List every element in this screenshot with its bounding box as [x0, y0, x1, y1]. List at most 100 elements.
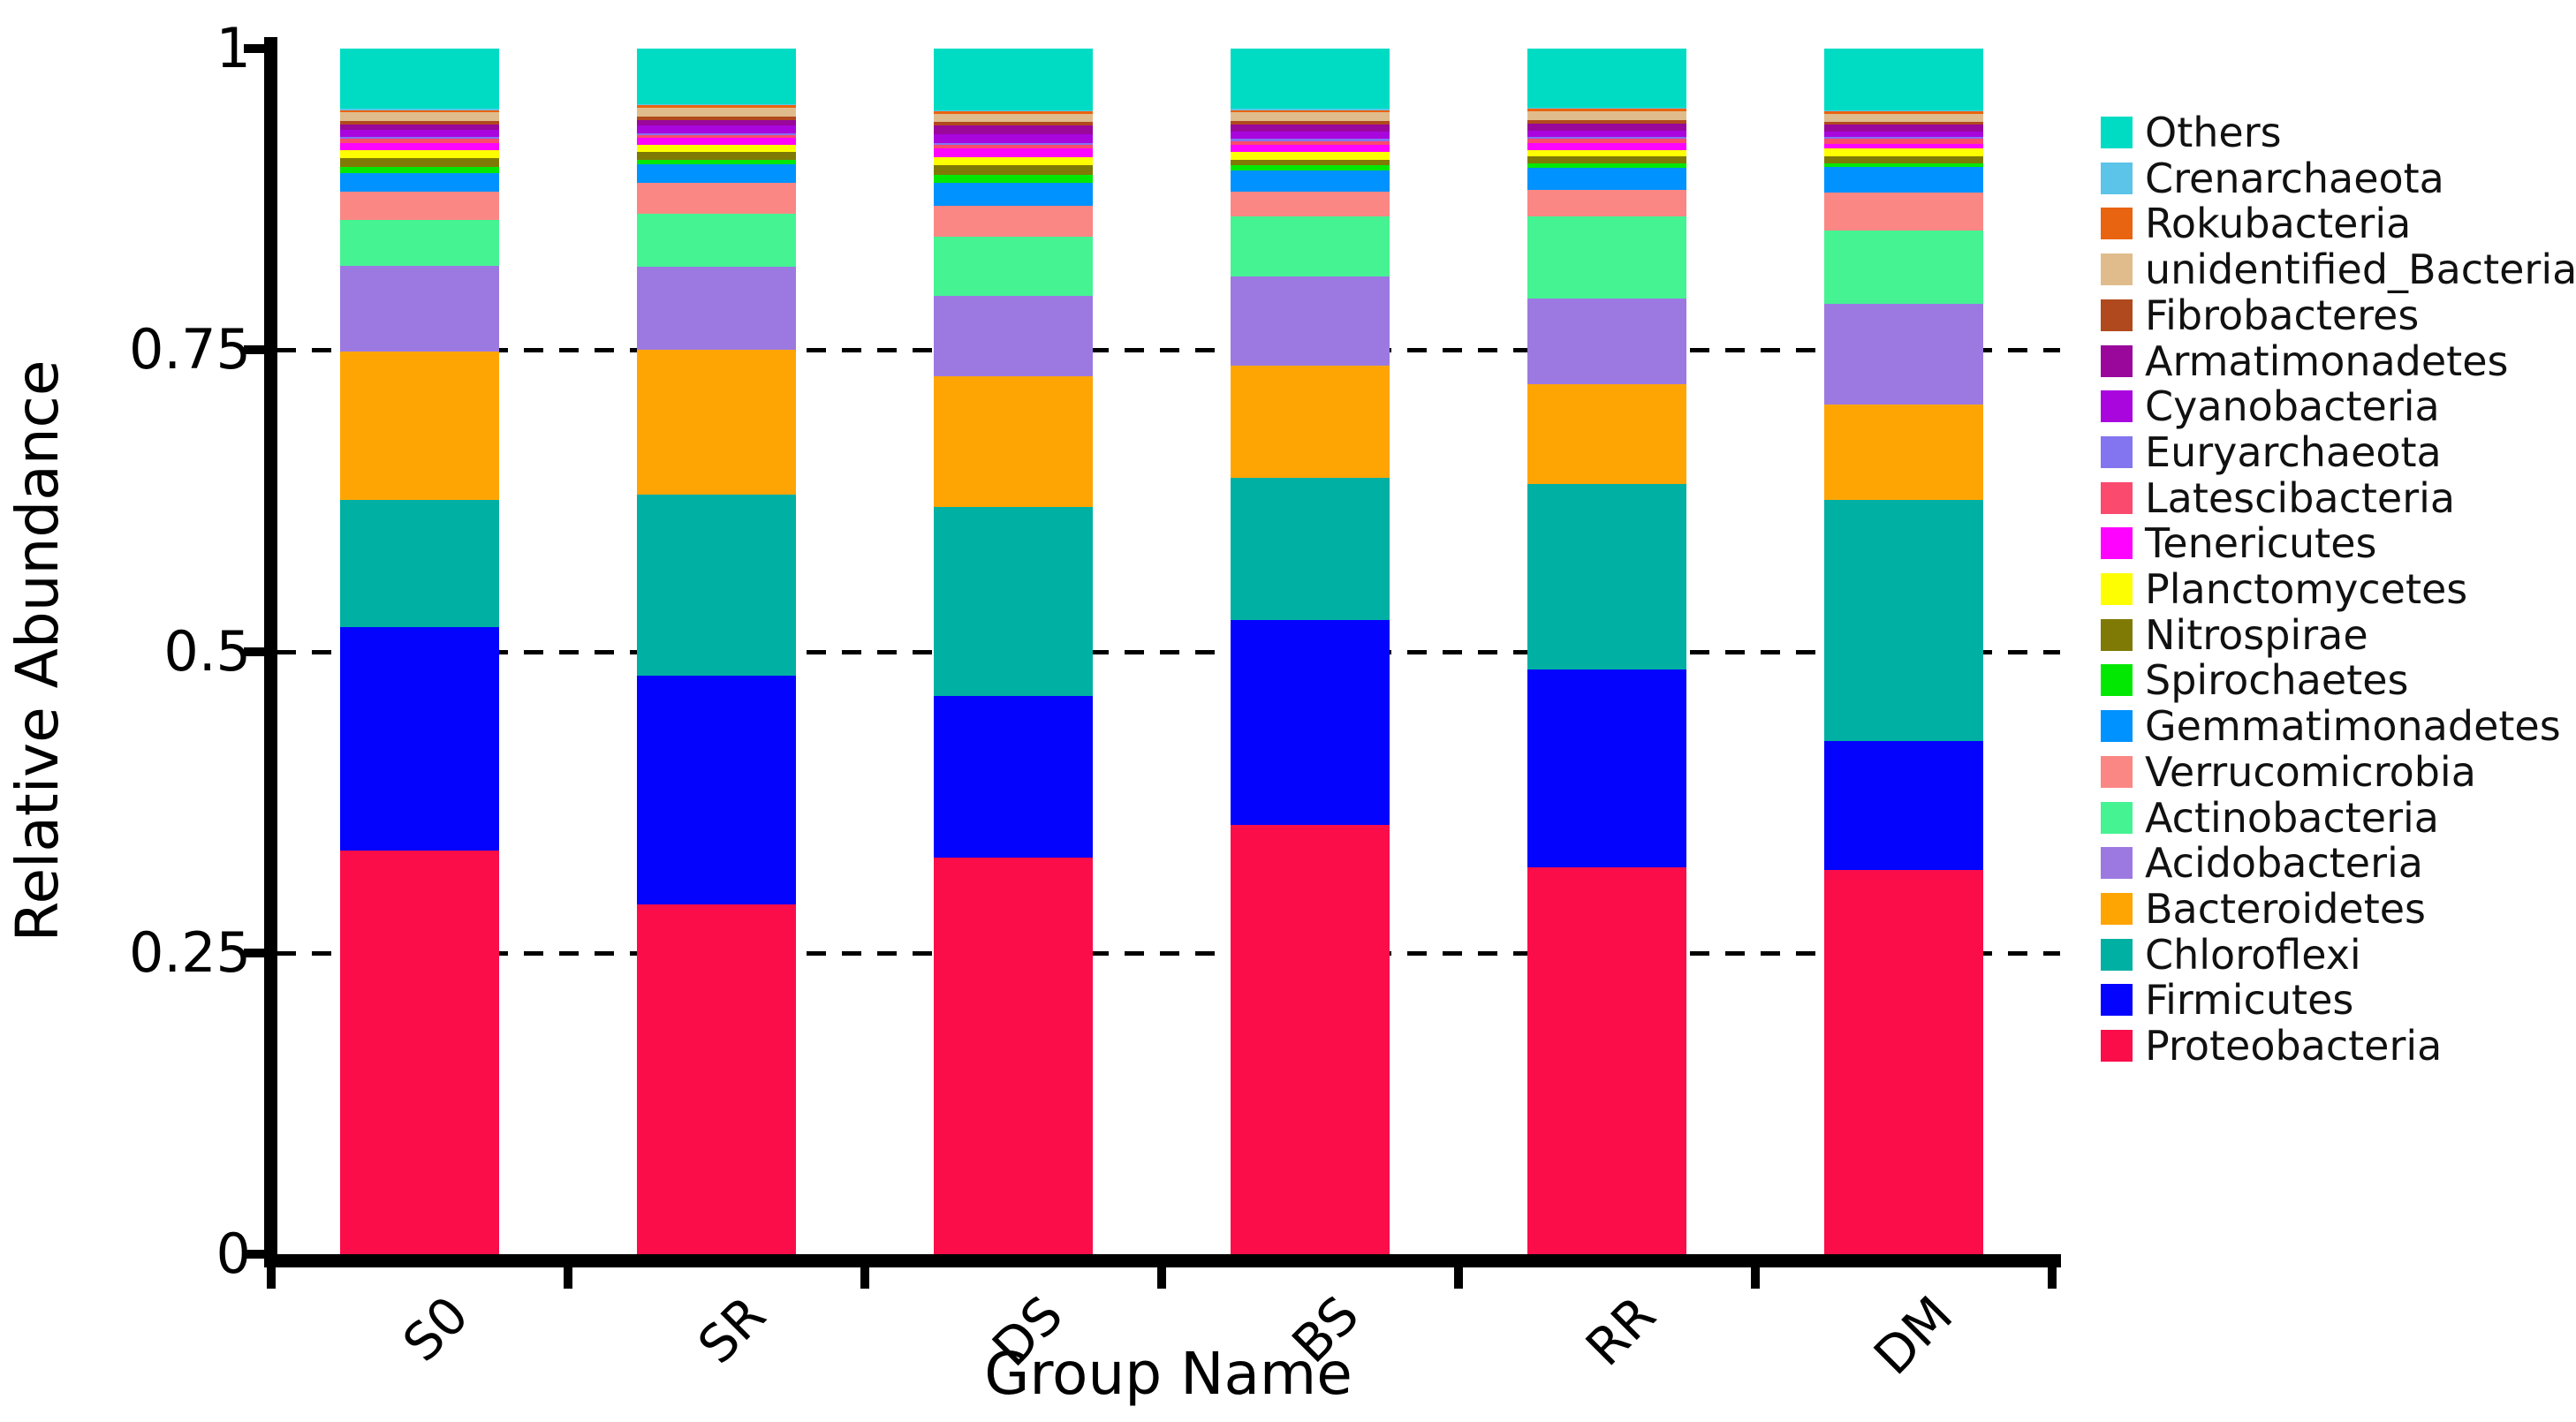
legend-label-Bacteroidetes: Bacteroidetes	[2145, 884, 2427, 933]
segment-Latescibacteria-SR	[637, 135, 796, 139]
segment-Rokubacteria-BS	[1231, 110, 1390, 113]
segment-Proteobacteria-S0	[340, 850, 499, 1254]
segment-Crenarchaeota-DS	[934, 110, 1093, 112]
segment-Proteobacteria-SR	[637, 904, 796, 1254]
segment-unidentified_Bacteria-S0	[340, 112, 499, 122]
segment-Crenarchaeota-S0	[340, 109, 499, 110]
segment-Firmicutes-RR	[1527, 669, 1686, 867]
segment-Latescibacteria-DS	[934, 145, 1093, 149]
segment-Others-BS	[1231, 49, 1390, 110]
segment-Verrucomicrobia-SR	[637, 182, 796, 215]
segment-Cyanobacteria-S0	[340, 129, 499, 137]
segment-Proteobacteria-DS	[934, 857, 1093, 1254]
segment-Gemmatimonadetes-DS	[934, 182, 1093, 206]
legend-item-Bacteroidetes: Bacteroidetes	[2101, 889, 2426, 929]
legend-swatch-Tenericutes	[2101, 527, 2133, 560]
segment-Latescibacteria-S0	[340, 139, 499, 143]
segment-Chloroflexi-SR	[637, 495, 796, 676]
segment-Firmicutes-BS	[1231, 620, 1390, 826]
legend-item-Rokubacteria: Rokubacteria	[2101, 203, 2411, 244]
segment-Acidobacteria-S0	[340, 265, 499, 352]
segment-Bacteroidetes-BS	[1231, 366, 1390, 478]
segment-Acidobacteria-RR	[1527, 298, 1686, 384]
y-tick-0.5	[244, 647, 270, 656]
segment-Planctomycetes-SR	[637, 145, 796, 153]
segment-Cyanobacteria-DM	[1824, 132, 1983, 137]
segment-Crenarchaeota-BS	[1231, 109, 1390, 110]
legend-item-Euryarchaeota: Euryarchaeota	[2101, 432, 2442, 473]
segment-Euryarchaeota-RR	[1527, 136, 1686, 140]
legend-item-Spirochaetes: Spirochaetes	[2101, 660, 2408, 700]
legend-swatch-Firmicutes	[2101, 984, 2133, 1017]
segment-Fibrobacteres-S0	[340, 121, 499, 125]
legend-swatch-Chloroflexi	[2101, 938, 2133, 971]
legend-swatch-Cyanobacteria	[2101, 390, 2133, 423]
legend-label-Rokubacteria: Rokubacteria	[2145, 200, 2412, 248]
segment-Nitrospirae-DM	[1824, 155, 1983, 163]
segment-Verrucomicrobia-DM	[1824, 192, 1983, 231]
legend-swatch-Verrucomicrobia	[2101, 755, 2133, 788]
segment-Euryarchaeota-S0	[340, 136, 499, 140]
segment-Spirochaetes-BS	[1231, 165, 1390, 170]
x-axis-spine	[264, 1254, 2061, 1267]
legend-swatch-Spirochaetes	[2101, 664, 2133, 697]
segment-Actinobacteria-S0	[340, 219, 499, 266]
x-tick-6	[2048, 1266, 2057, 1289]
y-tick-0.75	[244, 345, 270, 355]
legend-item-Chloroflexi: Chloroflexi	[2101, 934, 2361, 975]
segment-Firmicutes-DM	[1824, 740, 1983, 870]
segment-Tenericutes-S0	[340, 142, 499, 150]
bar-DS	[934, 49, 1093, 1254]
segment-unidentified_Bacteria-RR	[1527, 111, 1686, 120]
legend-item-Gemmatimonadetes: Gemmatimonadetes	[2101, 706, 2561, 746]
segment-Verrucomicrobia-BS	[1231, 192, 1390, 216]
gridline-0.75	[277, 348, 2060, 353]
legend-swatch-Crenarchaeota	[2101, 162, 2133, 194]
segment-Rokubacteria-RR	[1527, 109, 1686, 112]
segment-Verrucomicrobia-RR	[1527, 189, 1686, 216]
segment-Proteobacteria-DM	[1824, 869, 1983, 1254]
segment-Tenericutes-BS	[1231, 145, 1390, 153]
legend-label-Nitrospirae: Nitrospirae	[2145, 610, 2368, 659]
segment-Actinobacteria-DS	[934, 236, 1093, 296]
segment-Euryarchaeota-BS	[1231, 139, 1390, 142]
segment-unidentified_Bacteria-DS	[934, 113, 1093, 123]
legend-label-Cyanobacteria: Cyanobacteria	[2145, 382, 2440, 431]
segment-Actinobacteria-RR	[1527, 216, 1686, 299]
segment-Tenericutes-SR	[637, 138, 796, 146]
segment-Armatimonadetes-RR	[1527, 123, 1686, 131]
segment-Bacteroidetes-DM	[1824, 404, 1983, 500]
x-axis-title: Group Name	[984, 1340, 1352, 1408]
segment-Nitrospirae-SR	[637, 152, 796, 160]
legend-label-Firmicutes: Firmicutes	[2145, 976, 2354, 1025]
legend-item-Proteobacteria: Proteobacteria	[2101, 1025, 2442, 1066]
segment-Acidobacteria-DS	[934, 295, 1093, 377]
legend-label-Fibrobacteres: Fibrobacteres	[2145, 291, 2420, 339]
y-tick-label-0.5: 0.5	[163, 618, 251, 684]
segment-Gemmatimonadetes-DM	[1824, 166, 1983, 193]
segment-Rokubacteria-S0	[340, 110, 499, 113]
segment-Firmicutes-DS	[934, 696, 1093, 858]
x-tick-1	[564, 1266, 572, 1289]
segment-Verrucomicrobia-DS	[934, 205, 1093, 237]
segment-Fibrobacteres-SR	[637, 116, 796, 120]
y-tick-label-1: 1	[216, 16, 251, 80]
y-tick-1	[244, 44, 270, 53]
legend-swatch-unidentified_Bacteria	[2101, 253, 2133, 286]
segment-Fibrobacteres-DS	[934, 122, 1093, 126]
legend-item-Tenericutes: Tenericutes	[2101, 523, 2376, 564]
segment-Others-SR	[637, 49, 796, 104]
segment-Actinobacteria-SR	[637, 214, 796, 268]
segment-Fibrobacteres-BS	[1231, 120, 1390, 125]
segment-Armatimonadetes-SR	[637, 119, 796, 126]
legend-label-Chloroflexi: Chloroflexi	[2145, 930, 2361, 979]
y-tick-label-0.75: 0.75	[128, 317, 251, 382]
segment-unidentified_Bacteria-DM	[1824, 113, 1983, 123]
segment-Nitrospirae-S0	[340, 158, 499, 167]
legend-swatch-Bacteroidetes	[2101, 892, 2133, 925]
segment-Proteobacteria-BS	[1231, 825, 1390, 1254]
y-tick-label-0: 0	[216, 1222, 251, 1286]
segment-Others-S0	[340, 49, 499, 110]
segment-Bacteroidetes-S0	[340, 351, 499, 500]
legend-label-Proteobacteria: Proteobacteria	[2145, 1022, 2443, 1070]
